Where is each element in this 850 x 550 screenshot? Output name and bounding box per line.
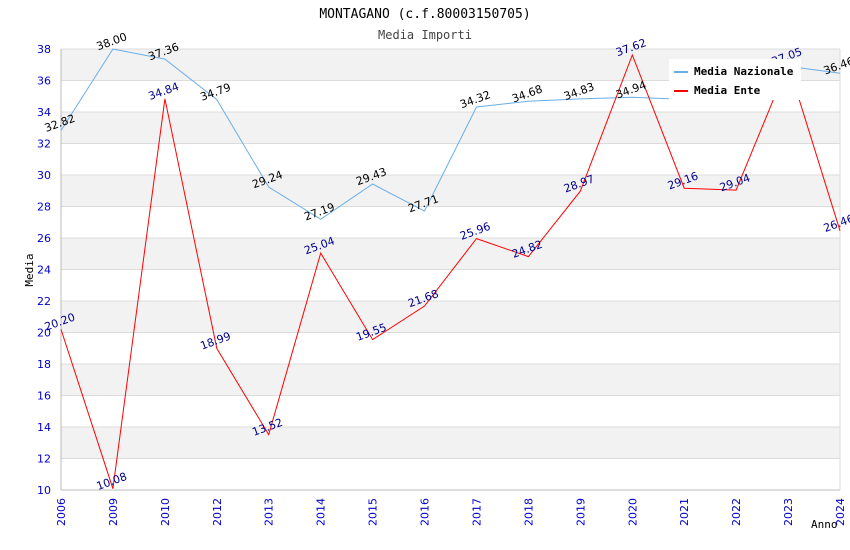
y-tick-label: 28 [37,201,51,214]
legend: Media Nazionale Media Ente [669,59,801,100]
x-tick-label: 2024 [834,498,847,526]
y-tick-label: 16 [37,390,51,403]
data-label: 26.46 [822,212,850,235]
legend-label-media-ente: Media Ente [694,84,761,97]
y-tick-label: 18 [37,358,51,371]
x-tick-label: 2019 [574,498,587,526]
chart-subtitle: Media Importi [378,28,472,42]
chart-title: MONTAGANO (c.f.80003150705) [319,7,530,22]
x-tick-label: 2012 [211,498,224,526]
data-label: 34.79 [199,81,233,104]
x-tick-label: 2017 [470,498,483,526]
grid-bands [61,49,840,459]
y-tick-label: 12 [37,453,51,466]
grid-band [61,238,840,270]
y-tick-label: 30 [37,169,51,182]
data-label: 34.84 [147,80,181,103]
y-axis-label: Media [23,253,36,286]
grid-band [61,175,840,207]
y-tick-label: 32 [37,138,51,151]
gridlines [61,48,840,491]
x-tick-label: 2009 [107,498,120,526]
x-tick-label: 2021 [678,498,691,526]
axes [60,49,841,491]
data-label: 18.99 [199,330,233,353]
x-axis-label: Anno [811,518,838,531]
data-label: 10.08 [95,470,129,493]
grid-band [61,427,840,459]
x-tick-label: 2022 [730,498,743,526]
grid-band [61,112,840,144]
x-tick-label: 2020 [626,498,639,526]
data-label: 34.68 [510,83,544,106]
x-tick-labels: 2006 2009 2010 2012 2013 2014 2015 2016 2017 2018… [55,498,847,526]
x-tick-label: 2006 [55,498,68,526]
y-tick-label: 10 [37,484,51,497]
y-tick-label: 24 [37,264,51,277]
legend-label-media-nazionale: Media Nazionale [694,65,794,78]
y-tick-label: 36 [37,75,51,88]
x-tick-label: 2018 [522,498,535,526]
grid-band [61,364,840,396]
y-tick-label: 20 [37,327,51,340]
y-tick-label: 26 [37,232,51,245]
series-line-1 [60,53,841,489]
x-tick-label: 2023 [782,498,795,526]
data-label: 34.83 [562,80,596,103]
y-tick-label: 38 [37,43,51,56]
legend-box [669,59,801,100]
data-label: 34.32 [458,88,492,111]
x-tick-label: 2010 [159,498,172,526]
y-tick-labels: 10 12 14 16 18 20 22 24 26 28 30 32 34 36 38 [37,43,51,497]
grid-band [61,301,840,333]
y-tick-label: 14 [37,421,51,434]
x-tick-label: 2015 [367,498,380,526]
y-tick-label: 22 [37,295,51,308]
y-tick-label: 34 [37,106,51,119]
x-tick-label: 2016 [419,498,432,526]
x-tick-label: 2014 [315,498,328,526]
x-tick-label: 2013 [263,498,276,526]
